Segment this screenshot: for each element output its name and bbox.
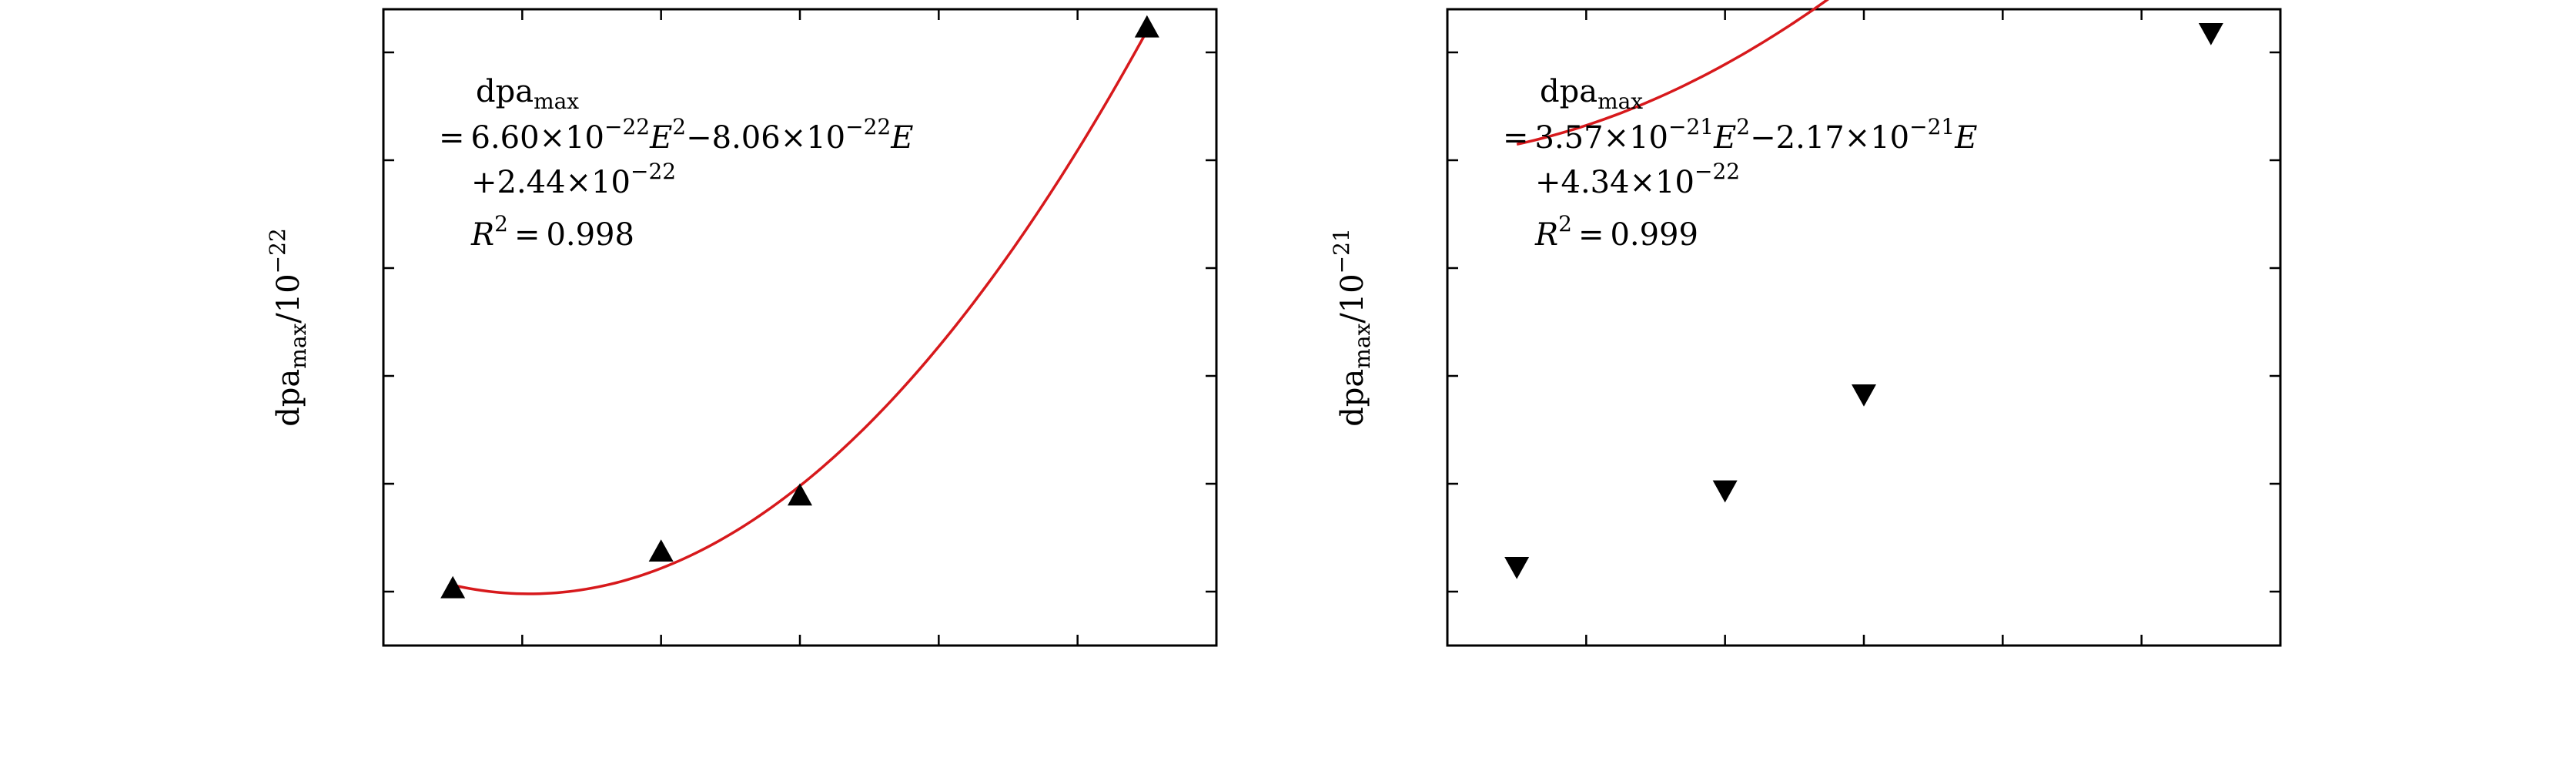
annotation-segment: −8.06×10 bbox=[686, 120, 845, 156]
y-label-exponent: −21 bbox=[1329, 228, 1354, 273]
data-point-2 bbox=[648, 539, 674, 562]
annotation-segment: −22 bbox=[631, 159, 676, 184]
annotation-segment: −22 bbox=[604, 114, 650, 139]
annotation-line2: = 6.60×10−22E2−8.06×10−22E bbox=[439, 114, 913, 156]
annotation-segment: E bbox=[1954, 120, 1977, 156]
annotation-line4: R2 = 0.998 bbox=[470, 211, 634, 253]
y-label-main: dpa bbox=[271, 369, 306, 427]
data-point-4 bbox=[1134, 15, 1159, 38]
annotation-segment: 2 bbox=[672, 114, 686, 139]
annotation-dpa-subscript: max bbox=[1597, 89, 1643, 114]
y-axis-label: dpamax/10−21 bbox=[1329, 228, 1375, 427]
data-point-2 bbox=[1712, 480, 1738, 503]
annotation-segment: = 3.57×10 bbox=[1503, 120, 1668, 156]
data-point-4 bbox=[2198, 23, 2223, 45]
annotation-segment: −2.17×10 bbox=[1750, 120, 1909, 156]
annotation-segment: R bbox=[470, 217, 494, 253]
annotation-line-1: dpamax bbox=[476, 74, 579, 114]
annotation-segment: −22 bbox=[845, 114, 891, 139]
annotation-segment: 2 bbox=[494, 211, 508, 236]
y-label-scale: /10 bbox=[271, 273, 306, 323]
data-point-1 bbox=[440, 575, 466, 599]
y-axis-label: dpamax/10−22 bbox=[265, 228, 311, 427]
annotation-dpa-subscript: max bbox=[534, 89, 579, 114]
y-label-scale: /10 bbox=[1335, 273, 1370, 323]
annotation-segment: = 0.998 bbox=[508, 217, 634, 253]
annotation-segment: −21 bbox=[1909, 114, 1955, 139]
annotation-segment: = 0.999 bbox=[1572, 217, 1698, 253]
annotation-segment: 2 bbox=[1736, 114, 1750, 139]
annotation-dpa: dpa bbox=[476, 74, 534, 109]
y-label-main: dpa bbox=[1335, 369, 1370, 427]
annotation-segment: E bbox=[890, 120, 913, 156]
annotation-line2: = 3.57×10−21E2−2.17×10−21E bbox=[1503, 114, 1977, 156]
y-label-subscript: max bbox=[286, 323, 311, 368]
fit-curve bbox=[452, 30, 1149, 595]
annotation-line-1: dpamax bbox=[1540, 74, 1643, 114]
annotation-line3: +2.44×10−22 bbox=[471, 159, 676, 200]
annotation-segment: +4.34×10 bbox=[1535, 165, 1694, 200]
y-label-exponent: −22 bbox=[265, 228, 290, 273]
annotation-segment: R bbox=[1534, 217, 1558, 253]
annotation-segment: 2 bbox=[1558, 211, 1572, 236]
annotation-segment: −21 bbox=[1668, 114, 1714, 139]
annotation-dpa: dpa bbox=[1540, 74, 1597, 109]
annotation-segment: +2.44×10 bbox=[471, 165, 631, 200]
data-point-3 bbox=[788, 483, 812, 506]
annotation-line3: +4.34×10−22 bbox=[1535, 159, 1740, 200]
y-label-subscript: max bbox=[1350, 323, 1375, 368]
annotation-segment: E bbox=[1713, 120, 1736, 156]
annotation-segment: E bbox=[649, 120, 672, 156]
annotation-segment: = 6.60×10 bbox=[439, 120, 604, 156]
fit-curve bbox=[1516, 0, 1830, 146]
annotation-segment: −22 bbox=[1694, 159, 1740, 184]
data-point-3 bbox=[1852, 384, 1876, 407]
data-point-1 bbox=[1504, 557, 1530, 579]
annotation-line4: R2 = 0.999 bbox=[1534, 211, 1698, 253]
